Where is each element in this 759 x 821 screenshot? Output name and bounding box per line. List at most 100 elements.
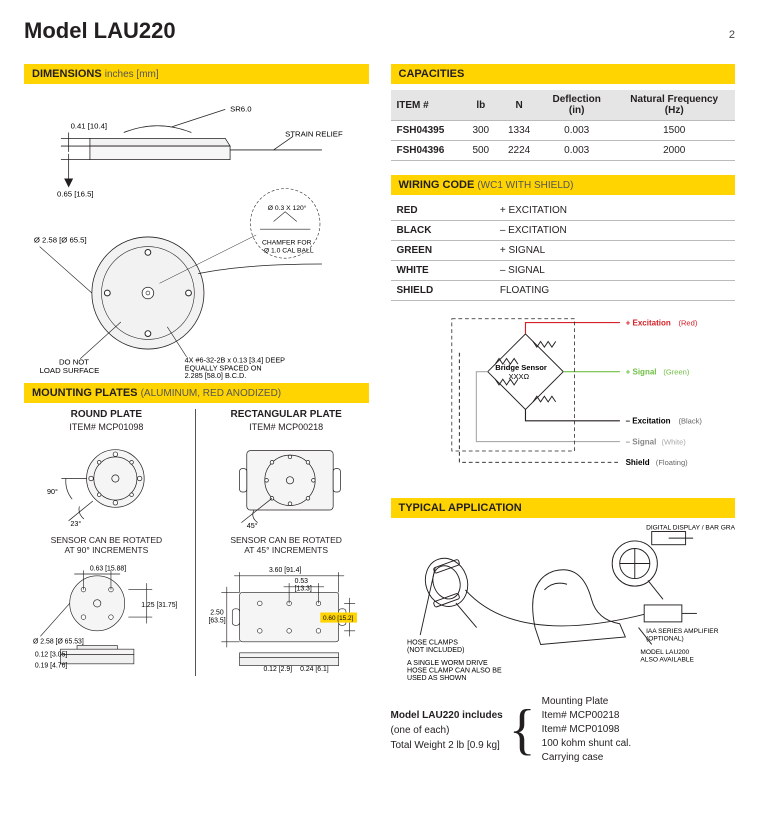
label-h1: 0.41 [10.4] [71,122,107,131]
wire-l3c: (Black) [678,417,702,426]
cap-col-4: Natural Frequency (Hz) [613,90,735,121]
label-h2: 0.65 [16.5] [57,189,93,198]
dimensions-header: DIMENSIONS inches [mm] [24,64,369,84]
wire-l3: – Excitation [625,417,670,426]
wire-l4c: (White) [661,437,686,446]
wire-l2c: (Green) [663,368,689,377]
label-sr6: SR6.0 [230,104,251,113]
round-ang2: 23° [70,519,81,528]
mounting-sub: (ALUMINUM, RED ANODIZED) [141,388,282,399]
round-plate-drawing: 90° 23° [24,438,189,528]
sensor-label1: Bridge Sensor [495,363,547,372]
app-display: DIGITAL DISPLAY / BAR GRAPH (OPTIONAL) [646,525,735,532]
rect-d2: 0.53 [294,579,308,586]
app-amp1: IAA SERIES AMPLIFIER [646,628,719,635]
cap-col-1: lb [463,90,498,121]
rect-d2b: [13.3] [294,586,311,593]
capacities-header: CAPACITIES [391,64,736,84]
brace-icon: { [509,708,536,753]
round-d5: 0.19 [4.76] [35,663,68,670]
wiring-table: RED+ EXCITATION BLACK– EXCITATION GREEN+… [391,201,736,301]
label-noload1: DO NOT [59,358,89,367]
rect-note: SENSOR CAN BE ROTATED AT 45° INCREMENTS [204,535,369,555]
round-note: SENSOR CAN BE ROTATED AT 90° INCREMENTS [24,535,189,555]
wire-l1c: (Red) [678,318,697,327]
cap-col-0: ITEM # [391,90,464,121]
table-row: FSH04396 500 2224 0.003 2000 [391,141,736,161]
includes-block: Model LAU220 includes (one of each) Tota… [391,695,736,765]
round-plate-col: ROUND PLATE ITEM# MCP01098 [24,409,196,676]
includes-l2: (one of each) [391,723,503,738]
application-drawing: DIGITAL DISPLAY / BAR GRAPH (OPTIONAL) H… [391,524,736,684]
includes-r4: 100 kohm shunt cal. [542,737,632,751]
round-item: ITEM# MCP01098 [24,422,189,432]
app-worm2: HOSE CLAMP CAN ALSO BE [407,668,502,675]
application-title: TYPICAL APPLICATION [399,502,522,514]
table-row: FSH04395 300 1334 0.003 1500 [391,121,736,141]
dimensions-title: DIMENSIONS [32,68,102,80]
cap-col-2: N [498,90,540,121]
sensor-label2: XXXΩ [508,372,529,381]
round-d4: 0.12 [3.05] [35,652,68,659]
round-d1: 0.63 [15.88] [90,566,126,573]
label-holes3: 2.285 [58.0] B.C.D. [185,371,247,380]
page-title: Model LAU220 [24,18,176,44]
mounting-title: MOUNTING PLATES [32,387,138,399]
rect-d1: 3.60 [91.4] [269,568,302,575]
dimensions-drawing: SR6.0 0.41 [10.4] 0.65 [16.5] STRAIN REL… [24,90,369,380]
wiring-sub: (WC1 WITH SHIELD) [477,180,573,191]
app-hose1: HOSE CLAMPS [407,639,458,646]
app-model2: ALSO AVAILABLE [640,656,694,663]
dimensions-sub: inches [mm] [105,69,159,80]
label-chamfer2: CHAMFER FOR [262,240,312,247]
rect-dims-drawing: 3.60 [91.4] 0.53 [13.3] 2.50 [63.5] 0.60… [204,563,369,673]
round-d2: 1.25 [31.75] [141,602,177,609]
rect-ang: 45° [247,521,258,528]
rect-plate-col: RECTANGULAR PLATE ITEM# MCP00218 [204,409,369,676]
cap-col-3: Deflection (in) [540,90,613,121]
rect-d3: 2.50 [210,610,224,617]
wiring-title: WIRING CODE [399,179,475,191]
round-dims-drawing: 0.63 [15.88] 1.25 [31.75] Ø 2.58 [Ø 65.5… [24,563,189,673]
includes-l3: Total Weight 2 lb [0.9 kg] [391,738,503,753]
includes-r5: Carrying case [542,751,632,765]
wiring-header: WIRING CODE (WC1 WITH SHIELD) [391,175,736,195]
wire-l5c: (Floating) [655,458,687,467]
includes-r2: Item# MCP00218 [542,709,632,723]
right-column: CAPACITIES ITEM # lb N Deflection (in) N… [391,64,736,765]
includes-r1: Mounting Plate [542,695,632,709]
rect-title: RECTANGULAR PLATE [204,409,369,420]
rect-d4: 0.60 [15.2] [323,615,353,622]
app-worm3: USED AS SHOWN [407,675,467,682]
label-strain: STRAIN RELIEF [285,129,343,138]
mounting-header: MOUNTING PLATES (ALUMINUM, RED ANODIZED) [24,383,369,403]
round-ang1: 90° [47,487,58,496]
app-model1: MODEL LAU200 [640,649,689,656]
app-worm1: A SINGLE WORM DRIVE [407,660,488,667]
label-chamfer3: Ø 1.0 CAL BALL [264,247,314,254]
wire-l5: Shield [625,458,649,467]
rect-d5: 0.12 [2.9] [263,667,292,674]
rect-plate-drawing: 45° [204,438,369,528]
page-number: 2 [729,29,735,41]
label-dia: Ø 2.58 [Ø 65.5] [34,236,87,245]
label-noload2: LOAD SURFACE [40,366,100,375]
round-title: ROUND PLATE [24,409,189,420]
page-header: Model LAU220 2 [24,18,735,44]
wire-l4: – Signal [625,437,656,446]
rect-d3b: [63.5] [208,618,225,625]
label-chamfer1: Ø 0.3 X 120° [268,204,307,212]
wire-l1: + Excitation [625,318,670,327]
app-amp2: (OPTIONAL) [646,636,684,643]
capacities-table: ITEM # lb N Deflection (in) Natural Freq… [391,90,736,161]
left-column: DIMENSIONS inches [mm] [24,64,369,765]
app-hose2: (NOT INCLUDED) [407,647,464,654]
wiring-diagram: Bridge Sensor XXXΩ + Excitation (Red) + … [391,315,736,485]
wire-l2: + Signal [625,368,656,377]
round-d3: Ø 2.58 [Ø 65.53] [33,639,84,646]
capacities-title: CAPACITIES [399,68,465,80]
rect-item: ITEM# MCP00218 [204,422,369,432]
includes-l1: Model LAU220 includes [391,710,503,721]
application-header: TYPICAL APPLICATION [391,498,736,518]
includes-r3: Item# MCP01098 [542,723,632,737]
